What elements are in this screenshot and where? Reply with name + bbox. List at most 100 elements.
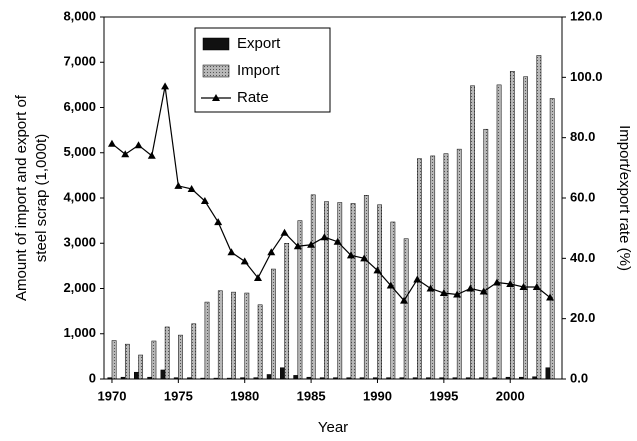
bar (111, 340, 117, 380)
bar (266, 374, 272, 380)
rate-marker (546, 293, 555, 301)
bar (337, 202, 343, 380)
legend-marker (212, 94, 220, 101)
y2-tick-label: 60.0 (570, 189, 595, 204)
bar (293, 375, 299, 380)
bar (244, 292, 250, 380)
y-tick-label: 3,000 (63, 235, 96, 250)
rate-marker (161, 82, 170, 90)
bar (523, 76, 528, 380)
y-axis-label: Amount of import and export of steel scr… (13, 94, 50, 301)
bar (363, 195, 369, 380)
y-axis-label-line: steel scrap (1,000t) (33, 134, 50, 262)
bar (324, 201, 329, 380)
legend-label: Rate (237, 89, 269, 106)
plot-frame (103, 16, 563, 380)
rate-marker (426, 284, 435, 292)
rate-line (111, 86, 551, 302)
rate-marker (479, 287, 488, 295)
rate-marker (400, 296, 409, 304)
bar (549, 98, 555, 380)
bar (191, 323, 197, 380)
bar (403, 238, 409, 380)
legend-label: Import (237, 62, 280, 79)
rate-marker (121, 150, 130, 158)
rate-marker (134, 141, 143, 149)
rate-marker (293, 242, 302, 250)
rate-marker (386, 281, 395, 289)
y2-tick-label: 80.0 (570, 129, 595, 144)
rate-marker (320, 233, 329, 241)
rate-marker (214, 218, 223, 226)
y-tick-label: 6,000 (63, 99, 96, 114)
x-tick-label: 1980 (230, 388, 259, 403)
bar (496, 84, 502, 380)
bar (470, 85, 475, 380)
x-tick-label: 1995 (429, 388, 458, 403)
bar (417, 158, 422, 380)
bar (443, 153, 449, 380)
rate-marker (240, 257, 249, 265)
y-tick-label: 7,000 (63, 54, 96, 69)
bar (430, 155, 436, 380)
rate-marker (439, 289, 448, 297)
y2-tick-label: 0.0 (570, 370, 588, 385)
y2-axis-label: Import/export rate (%) (616, 125, 633, 271)
x-axis-label: Year (318, 419, 348, 436)
rate-marker (506, 279, 515, 287)
bar (545, 367, 551, 380)
y2-tick-label: 20.0 (570, 310, 595, 325)
bar (350, 203, 356, 380)
bar (483, 128, 489, 380)
bar (284, 243, 290, 380)
bar (257, 304, 263, 380)
bar (124, 343, 130, 380)
bar (271, 268, 276, 380)
x-tick-label: 1985 (297, 388, 326, 403)
bar (231, 291, 236, 380)
rate-marker (466, 284, 475, 292)
rate-marker (413, 275, 422, 283)
bar (390, 221, 396, 380)
y-axis-label-line: Amount of import and export of (13, 94, 30, 301)
bar (536, 55, 542, 380)
y2-tick-label: 120.0 (570, 8, 603, 23)
rate-marker (307, 240, 316, 248)
rate-marker (360, 254, 369, 262)
legend-swatch (202, 37, 230, 51)
y-tick-label: 2,000 (63, 280, 96, 295)
rate-marker (174, 181, 183, 189)
bar (134, 371, 139, 380)
x-tick-label: 1975 (164, 388, 193, 403)
y-tick-label: 5,000 (63, 144, 96, 159)
bar (151, 340, 157, 380)
y-tick-label: 0 (89, 370, 96, 385)
bar (204, 301, 210, 380)
rate-marker (280, 228, 289, 236)
legend-swatch (202, 64, 230, 78)
rate-marker (373, 266, 382, 274)
bar (138, 354, 144, 380)
rate-marker (267, 248, 276, 256)
rate-marker (187, 184, 196, 192)
legend-label: Export (237, 35, 281, 52)
rate-marker (453, 290, 462, 298)
rate-marker (253, 273, 262, 281)
rate-marker (532, 282, 541, 290)
x-tick-label: 2000 (496, 388, 525, 403)
bar (509, 71, 515, 380)
rate-marker (333, 237, 342, 245)
bar (280, 367, 285, 380)
bar (178, 334, 183, 380)
rate-marker (200, 197, 209, 205)
y-tick-label: 4,000 (63, 189, 96, 204)
bar (164, 326, 170, 380)
y-tick-label: 1,000 (63, 325, 96, 340)
rate-marker (492, 278, 501, 286)
bar (377, 204, 382, 380)
x-tick-label: 1990 (363, 388, 392, 403)
bar (160, 369, 166, 380)
rate-marker (519, 282, 528, 290)
rate-marker (227, 248, 236, 256)
